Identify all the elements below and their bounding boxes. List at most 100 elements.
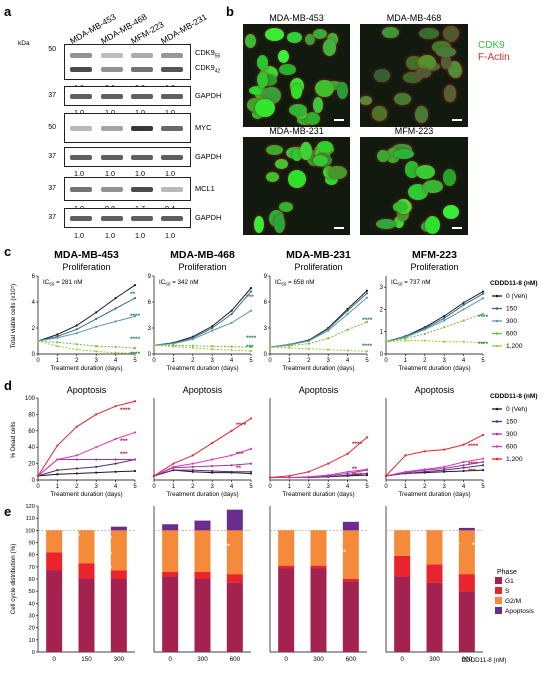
bar-segment [226, 574, 243, 583]
significance: *** [120, 438, 128, 445]
x-tick-label: 4 [462, 484, 466, 490]
legend-marker [495, 294, 499, 298]
x-tick-label: 300 [114, 656, 125, 663]
data-point [404, 470, 407, 473]
significance: **** [102, 565, 112, 572]
legend-marker [495, 344, 499, 348]
bar-segment [78, 579, 95, 652]
significance: **** [468, 461, 479, 468]
data-point [346, 452, 349, 455]
x-tick-label: 3 [327, 484, 331, 490]
protein-label: MYC [195, 123, 212, 132]
data-point [346, 349, 349, 352]
series-line [37, 315, 136, 342]
data-point [365, 320, 369, 324]
data-point [56, 458, 59, 461]
data-point [268, 345, 272, 349]
x-tick-label: 600 [346, 656, 357, 663]
data-point [288, 474, 291, 477]
y-tick-label: 6 [264, 300, 268, 306]
protein-band [101, 126, 123, 131]
bar-segment [226, 582, 243, 652]
data-point [114, 307, 117, 310]
legend-item: 0 (Veh) [506, 406, 527, 413]
data-point [462, 301, 465, 304]
line-chart: 0 1 2 3 4 5 Treatment duration (days) [268, 398, 369, 498]
legend-item: 300 [506, 431, 517, 438]
series-line [37, 284, 136, 342]
bar-segment [426, 582, 443, 652]
data-point [423, 470, 426, 473]
legend-marker [495, 420, 499, 423]
blot-mcl1 [64, 177, 191, 201]
protein-band [161, 187, 183, 192]
data-point [481, 433, 485, 436]
y-tick-label: 2 [32, 326, 36, 332]
y-tick-label: 9 [264, 274, 268, 280]
data-point [114, 458, 117, 461]
data-point [365, 292, 369, 295]
data-point [56, 473, 59, 476]
data-point [404, 337, 407, 340]
series-line [153, 287, 252, 346]
quant-value: 1.0 [165, 169, 175, 178]
data-point [133, 400, 137, 403]
bar-segment [162, 571, 179, 577]
data-point [114, 320, 117, 323]
line-chart: 0 1 2 3 4 5 Treatment duration (days) [384, 398, 485, 498]
x-tick-label: 0 [152, 358, 156, 364]
data-point [172, 345, 175, 348]
quant-value: 1.0 [74, 169, 84, 178]
ic50-sub: 50 [281, 282, 287, 287]
data-point [114, 351, 117, 354]
protein-band [131, 94, 153, 99]
mw-marker: 37 [48, 214, 56, 221]
x-tick-label: 1 [172, 358, 176, 364]
y-tick-label: 0 [32, 478, 36, 484]
series-line [37, 400, 136, 477]
data-point [443, 470, 446, 473]
significance: **** [246, 335, 257, 342]
data-point [327, 329, 330, 332]
significance: **** [478, 314, 489, 321]
data-point [346, 307, 349, 311]
x-tick-label: 2 [423, 358, 427, 364]
x-tick-label: 5 [481, 484, 485, 490]
x-tick-label: 4 [114, 484, 118, 490]
significance: **** [450, 542, 460, 549]
ic50-label: IC50 = 342 nM [159, 279, 199, 287]
legend-item: 300 [506, 318, 517, 325]
y-tick-label: 100 [25, 396, 36, 402]
blot-cdk9 [64, 44, 191, 80]
x-tick-label: 0 [268, 484, 272, 490]
bar-segment [78, 563, 95, 579]
significance: **** [130, 351, 141, 358]
x-axis-label: Treatment duration (days) [166, 365, 238, 372]
data-point [443, 448, 446, 451]
data-point [56, 333, 59, 336]
data-point [423, 450, 426, 453]
data-point [443, 317, 446, 320]
bar-segment [162, 576, 179, 652]
protein-band [101, 94, 123, 99]
data-point [307, 339, 310, 343]
x-tick-label: 5 [481, 358, 485, 364]
mw-marker: 50 [48, 46, 56, 53]
data-point [365, 436, 369, 439]
data-point [56, 444, 59, 447]
data-point [191, 454, 194, 457]
series-line [269, 346, 368, 352]
bar-segment [310, 530, 327, 566]
x-tick-label: 0 [284, 656, 288, 663]
legend-item: S [505, 588, 510, 595]
data-point [249, 470, 253, 473]
significance: ** [220, 562, 225, 569]
series-line [269, 436, 368, 479]
chart-title: MDA-MB-468 [170, 249, 235, 261]
protein-band [70, 94, 92, 99]
data-point [249, 290, 253, 293]
quant-value: 1.0 [130, 108, 150, 117]
bar-segment [394, 555, 411, 577]
protein-band [70, 216, 92, 221]
